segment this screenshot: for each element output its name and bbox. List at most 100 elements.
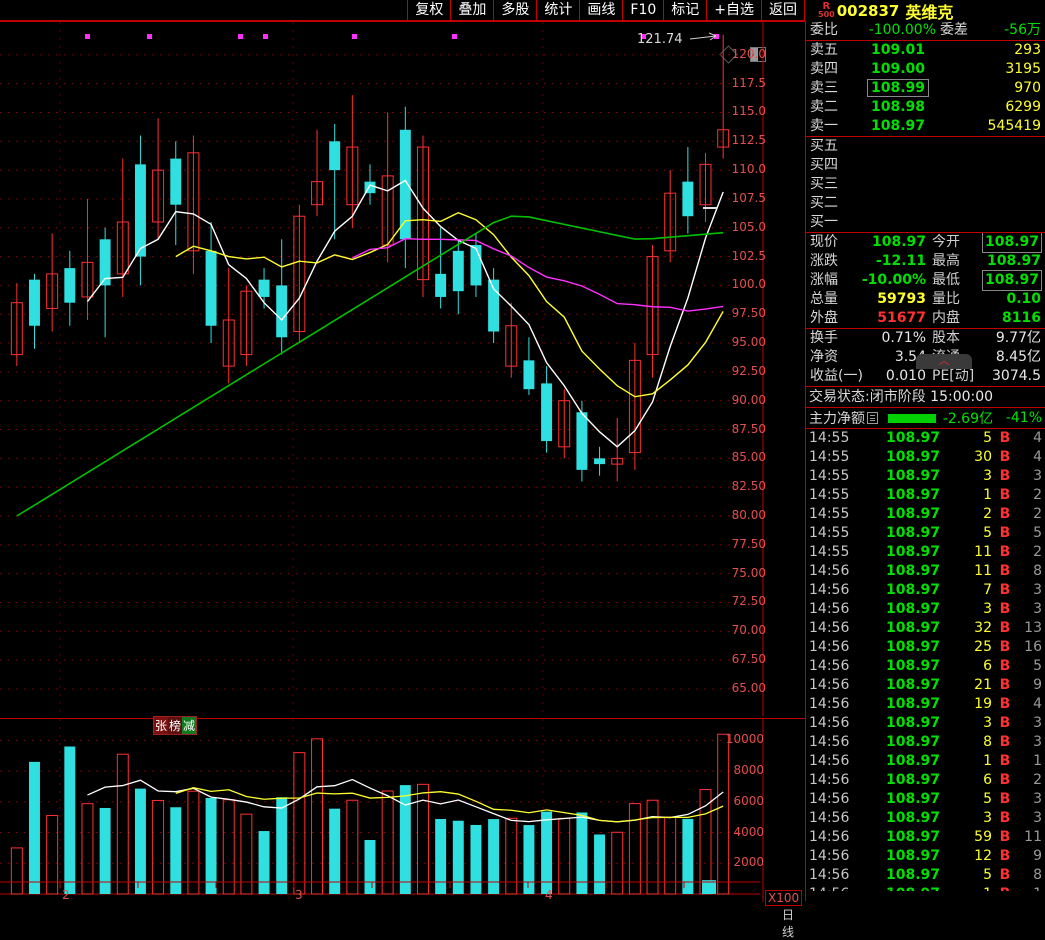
- ticker-volume: 30: [974, 449, 992, 465]
- ticker-row[interactable]: 14:56 108.97 3 B 3: [806, 714, 1045, 733]
- toolbar-diejia[interactable]: 叠加: [450, 0, 494, 21]
- ticker-side: B: [999, 696, 1011, 712]
- ticker-row[interactable]: 14:55 108.97 5 B 4: [806, 429, 1045, 448]
- fundamental-label2: PE[动]: [932, 368, 975, 384]
- ticker-row[interactable]: 14:56 108.97 25 B 16: [806, 638, 1045, 657]
- ticker-row[interactable]: 14:55 108.97 3 B 3: [806, 467, 1045, 486]
- bid-row[interactable]: 买四: [806, 156, 1045, 175]
- ticker-row[interactable]: 14:55 108.97 2 B 2: [806, 505, 1045, 524]
- detail-value2: 108.97: [981, 270, 1042, 291]
- ticker-time: 14:55: [809, 487, 850, 503]
- weibi-value: -100.00%: [868, 22, 936, 38]
- ticker-row[interactable]: 14:56 108.97 21 B 9: [806, 676, 1045, 695]
- toolbar-fanhui[interactable]: 返回: [761, 0, 805, 21]
- ticker-row[interactable]: 14:56 108.97 11 B 8: [806, 562, 1045, 581]
- toolbar-duogu[interactable]: 多股: [493, 0, 537, 21]
- tag-part-1: 张: [154, 717, 169, 734]
- layout-toggle-icon[interactable]: [750, 47, 766, 62]
- ticker-volume: 5: [983, 867, 992, 883]
- ticker-row[interactable]: 14:56 108.97 8 B 3: [806, 733, 1045, 752]
- price-axis-tick: 100.0: [731, 277, 766, 292]
- ticker-row[interactable]: 14:55 108.97 11 B 2: [806, 543, 1045, 562]
- ticker-row[interactable]: 14:55 108.97 30 B 4: [806, 448, 1045, 467]
- collapse-button[interactable]: ︿: [916, 354, 972, 369]
- ticker-row[interactable]: 14:56 108.97 12 B 9: [806, 847, 1045, 866]
- price-axis-tick: 115.0: [731, 104, 766, 119]
- ticker-row[interactable]: 14:56 108.97 5 B 3: [806, 790, 1045, 809]
- ticker-volume: 8: [983, 734, 992, 750]
- toolbar-huaxian[interactable]: 画线: [579, 0, 623, 21]
- bid-row[interactable]: 买五: [806, 137, 1045, 156]
- ticker-row[interactable]: 14:56 108.97 19 B 4: [806, 695, 1045, 714]
- rflag-bottom: 500: [818, 9, 835, 19]
- ticker-count: 3: [1033, 601, 1042, 617]
- ticker-row[interactable]: 14:56 108.97 59 B 11: [806, 828, 1045, 847]
- detail-value2-wrap: 108.97: [970, 232, 1045, 253]
- toolbar-f10[interactable]: F10: [622, 0, 664, 21]
- detail-label: 涨跌: [810, 253, 838, 269]
- ask-row[interactable]: 卖四 109.00 3195: [806, 60, 1045, 79]
- toolbar-tongji[interactable]: 统计: [536, 0, 580, 21]
- ticker-price: 108.97: [885, 677, 940, 693]
- detail-label2: 今开: [932, 234, 960, 250]
- chart-area[interactable]: 65.00 67.50 70.00 72.50 75.00 77.50 80.00 82.50…: [0, 21, 805, 939]
- ask-book[interactable]: 卖五 109.01 293 卖四 109.00 3195 卖三 108.99 970 卖二 108.…: [806, 41, 1045, 137]
- mainforce-row[interactable]: 主力净额 -2.69亿 -41%: [806, 408, 1045, 428]
- price-detail-section: 现价 108.97 今开 108.97 涨跌 -12.11 最高 108.97 涨幅 -10.00…: [806, 232, 1045, 329]
- toolbar-biaoji[interactable]: 标记: [663, 0, 707, 21]
- ticker-price: 108.97: [885, 601, 940, 617]
- ticker-time: 14:56: [809, 715, 850, 731]
- ask-qty: 970: [1014, 80, 1041, 96]
- ticker-row[interactable]: 14:56 108.97 3 B 3: [806, 809, 1045, 828]
- ticker-row[interactable]: 14:55 108.97 5 B 5: [806, 524, 1045, 543]
- price-axis-tick: 67.50: [731, 652, 766, 667]
- detail-value2: 108.97: [986, 253, 1041, 269]
- ask-row[interactable]: 卖五 109.01 293: [806, 41, 1045, 60]
- ask-row[interactable]: 卖三 108.99 970: [806, 79, 1045, 98]
- ticker-time: 14:56: [809, 753, 850, 769]
- detail-value: 108.97: [871, 234, 926, 250]
- ticker-count: 4: [1033, 449, 1042, 465]
- bid-book[interactable]: 买五买四 买三 买二 买一 ︿: [806, 137, 1045, 369]
- ticker-price: 108.97: [885, 829, 940, 845]
- fundamental-label: 换手: [810, 330, 838, 346]
- ticker-count: 3: [1033, 582, 1042, 598]
- ticker-time: 14:56: [809, 696, 850, 712]
- rflag-top: R: [822, 0, 831, 12]
- ticker-row[interactable]: 14:55 108.97 1 B 2: [806, 486, 1045, 505]
- ticker-row[interactable]: 14:56 108.97 3 B 3: [806, 600, 1045, 619]
- kline-panel[interactable]: 65.00 67.50 70.00 72.50 75.00 77.50 80.00 82.50…: [0, 22, 805, 716]
- toolbar-fuquan[interactable]: 复权: [407, 0, 451, 21]
- ticker-row[interactable]: 14:56 108.97 6 B 5: [806, 657, 1045, 676]
- price-axis-tick: 110.0: [731, 162, 766, 177]
- list-icon[interactable]: [867, 412, 878, 424]
- bid-row[interactable]: 买一: [806, 213, 1045, 232]
- trade-status-section: 交易状态:闭市阶段 15:00:00: [806, 387, 1045, 408]
- ticker-volume: 7: [983, 582, 992, 598]
- volume-panel[interactable]: 2000 4000 6000 8000 10000: [0, 718, 805, 902]
- bid-row[interactable]: 买三: [806, 175, 1045, 194]
- toolbar-zixuan[interactable]: +自选: [706, 0, 761, 21]
- ticker-side: B: [999, 563, 1011, 579]
- price-axis-tick: 102.5: [731, 248, 766, 263]
- detail-value2-wrap: 108.97: [970, 270, 1045, 291]
- ticker-row[interactable]: 14:56 108.97 5 B 8: [806, 866, 1045, 885]
- detail-value2: 0.10: [1006, 291, 1041, 307]
- mainforce-section: 主力净额 -2.69亿 -41%: [806, 408, 1045, 429]
- ticker-side: B: [999, 430, 1011, 446]
- bid-row[interactable]: 买二: [806, 194, 1045, 213]
- bid-label: 买五: [810, 138, 838, 154]
- ticker-row[interactable]: 14:56 108.97 32 B 13: [806, 619, 1045, 638]
- ticker-row[interactable]: 14:56 108.97 6 B 2: [806, 771, 1045, 790]
- ask-row[interactable]: 卖一 108.97 545419: [806, 117, 1045, 136]
- price-axis-tick: 97.50: [731, 306, 766, 321]
- ticker-price: 108.97: [885, 449, 940, 465]
- detail-row: 外盘 51677 内盘 8116: [806, 309, 1045, 328]
- ask-row[interactable]: 卖二 108.98 6299: [806, 98, 1045, 117]
- ticker-time: 14:56: [809, 848, 850, 864]
- ticker-row[interactable]: 14:56 108.97 7 B 3: [806, 581, 1045, 600]
- ticker-volume: 6: [983, 658, 992, 674]
- trade-ticker[interactable]: 14:55 108.97 5 B 4 14:55 108.97 30 B 4 14:55 108.97…: [806, 429, 1045, 891]
